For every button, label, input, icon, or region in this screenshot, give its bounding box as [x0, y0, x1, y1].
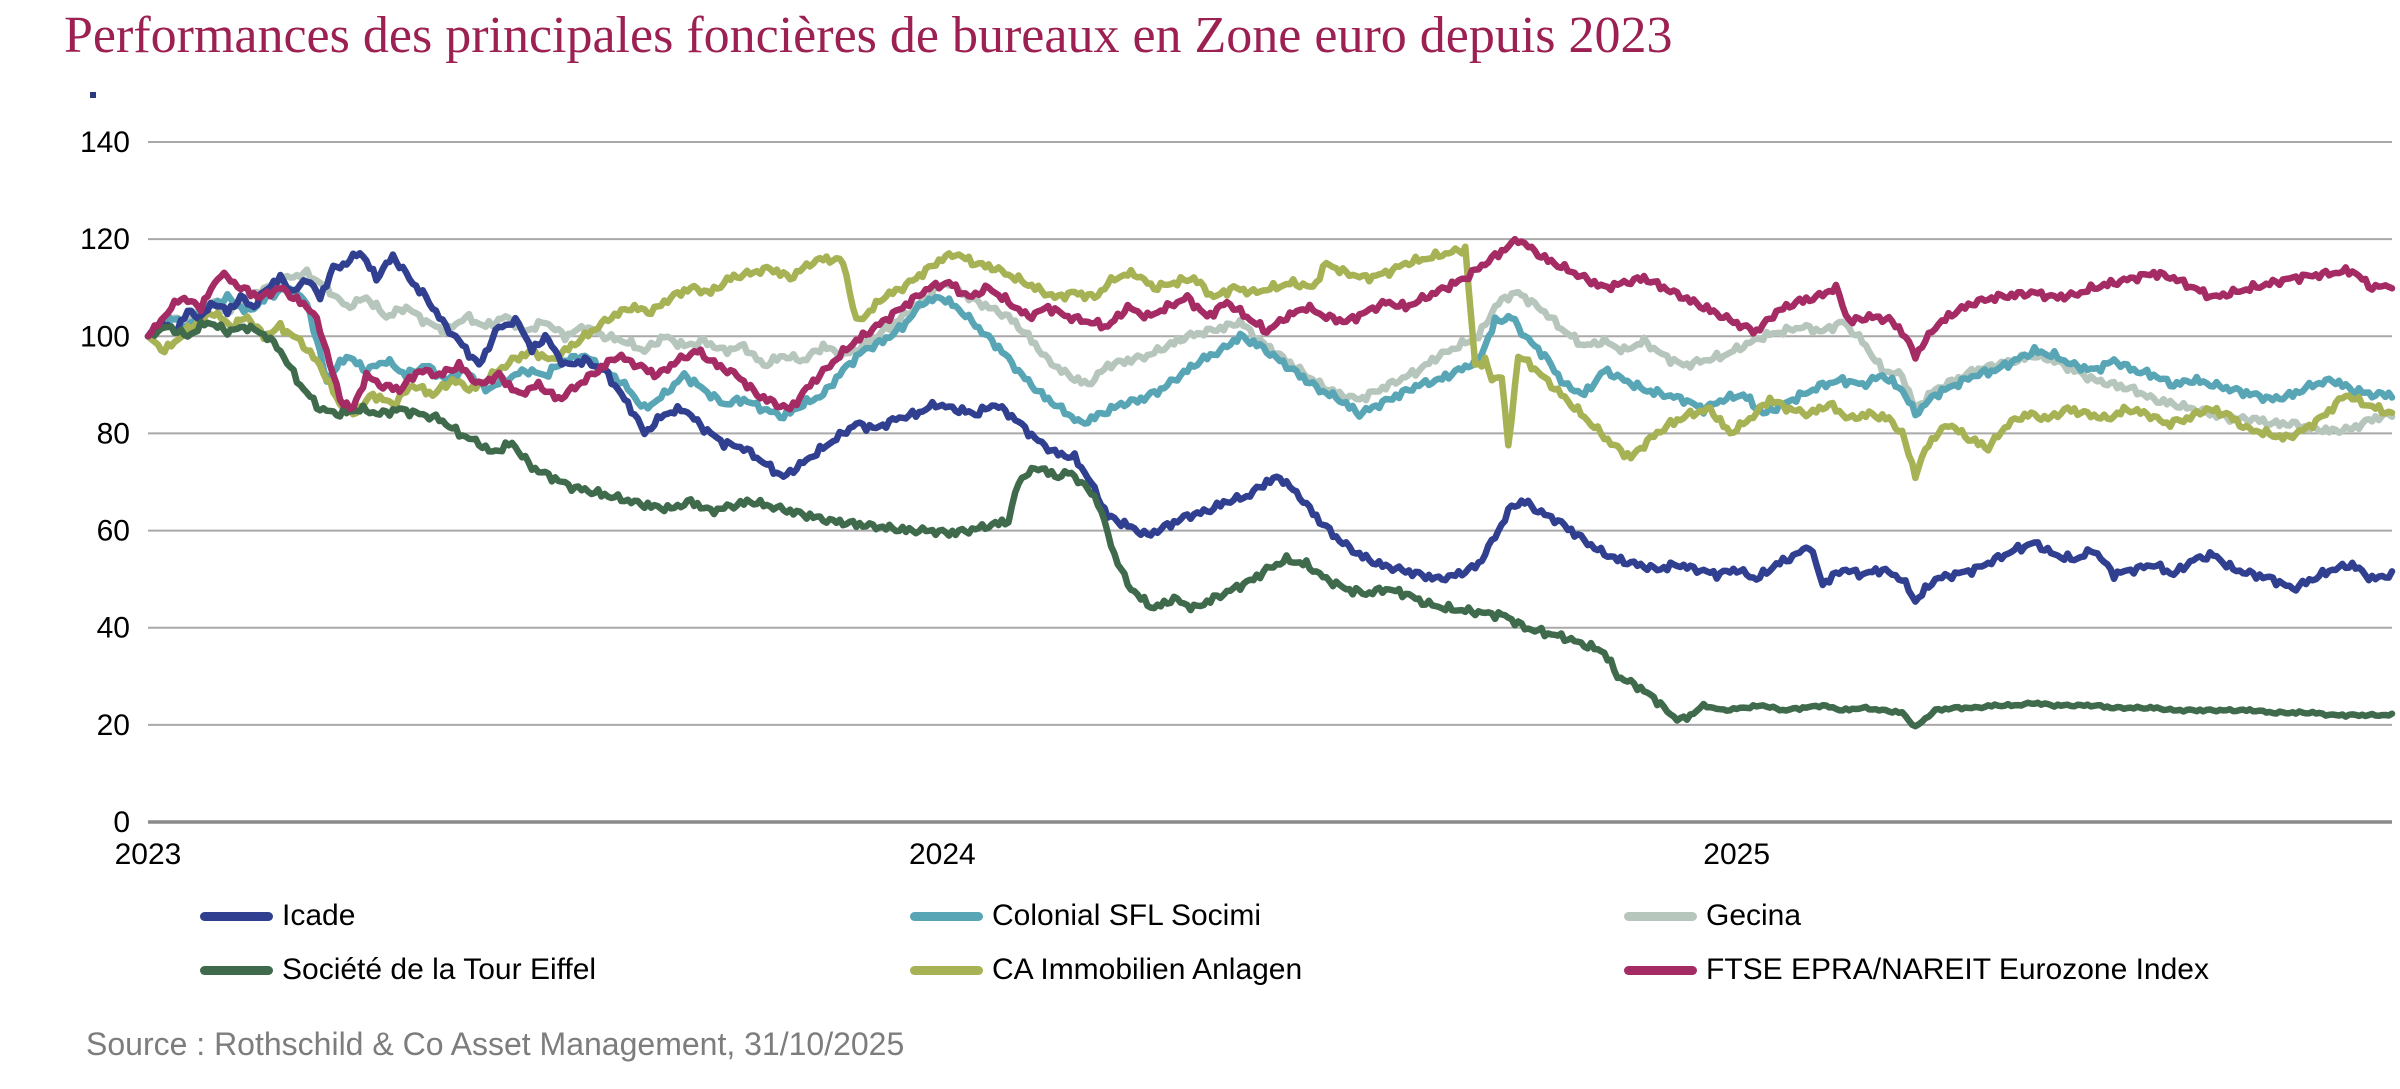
stray-dot-artifact	[90, 92, 96, 98]
axis-labels: 0 20 40 60 80 100 120 140 2023 2024 2025	[80, 126, 1770, 871]
y-tick-label-80: 80	[97, 417, 130, 450]
x-tick-label-2025: 2025	[1703, 838, 1770, 871]
series-line-ftse-epra-nareit-eurozone-index	[144, 235, 2396, 413]
series-lines	[144, 235, 2396, 730]
series-line-ca-immobilien-anlagen	[144, 243, 2396, 482]
x-tick-label-2023: 2023	[115, 838, 182, 871]
series-line-colonial-sfl-socimi	[144, 284, 2396, 427]
chart-title: Performances des principales foncières d…	[64, 7, 1673, 64]
source-caption: Source : Rothschild & Co Asset Managemen…	[86, 1026, 905, 1062]
x-tick-label-2024: 2024	[909, 838, 976, 871]
y-tick-label-40: 40	[97, 612, 130, 645]
y-tick-label-20: 20	[97, 709, 130, 742]
y-tick-label-100: 100	[80, 320, 130, 353]
series-line-soci-t-de-la-tour-eiffel	[144, 318, 2396, 730]
y-tick-label-0: 0	[113, 806, 130, 839]
series-line-icade	[144, 249, 2396, 605]
y-tick-label-60: 60	[97, 515, 130, 548]
y-tick-label-120: 120	[80, 223, 130, 256]
y-tick-label-140: 140	[80, 126, 130, 159]
